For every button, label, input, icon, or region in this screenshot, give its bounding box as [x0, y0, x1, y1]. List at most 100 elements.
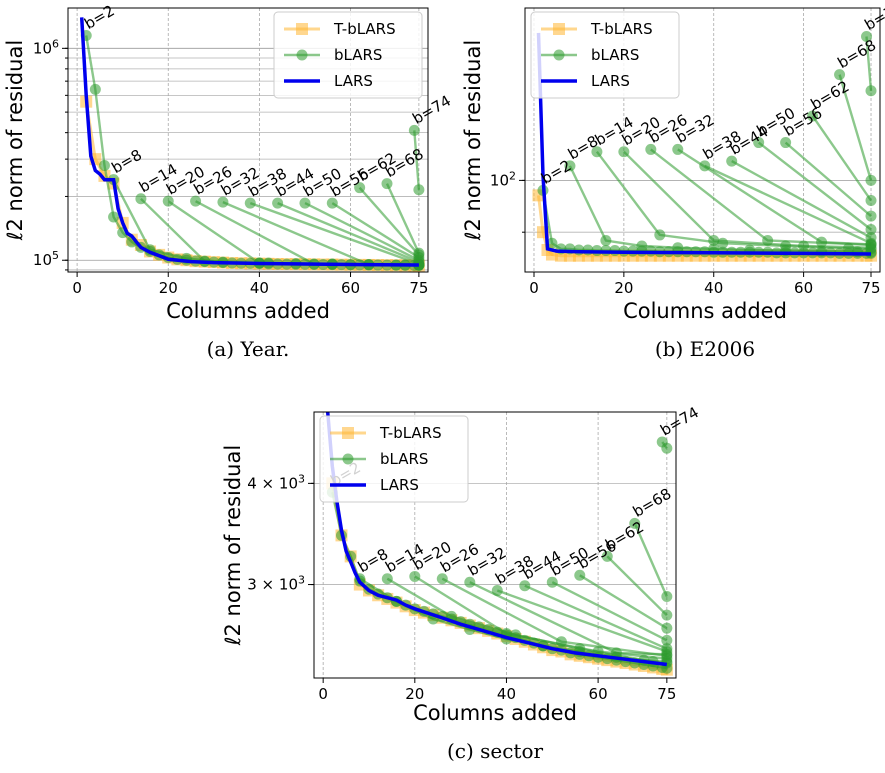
legend-entry: bLARS [380, 450, 428, 468]
blars-marker [108, 211, 120, 223]
blars-marker [299, 197, 311, 209]
tick-label-x: 0 [72, 279, 82, 297]
blars-marker [865, 210, 877, 222]
x-axis-label: Columns added [623, 299, 787, 323]
blars-marker [574, 569, 586, 581]
blars-b-32 [672, 143, 877, 250]
lars-line [325, 412, 668, 667]
blars-marker [413, 184, 425, 196]
tick-label-x: 0 [529, 279, 539, 297]
legend-entry: T-bLARS [379, 424, 442, 442]
blars-marker [555, 636, 567, 648]
blars-marker [162, 195, 174, 207]
tick-label-x: 60 [589, 685, 608, 703]
blars-line [524, 584, 668, 650]
blars-marker [672, 143, 684, 155]
x-axis: 0 20 40 60 75 [529, 8, 881, 297]
blars-marker [629, 517, 641, 529]
blars-marker [645, 143, 657, 155]
b-label: b=74 [862, 0, 885, 34]
blars-line [731, 160, 872, 239]
legend-box [273, 11, 423, 99]
blars-marker [661, 609, 673, 621]
blars-marker [491, 584, 503, 596]
blars-marker [661, 643, 673, 655]
blars-marker [89, 83, 101, 95]
blars-marker [865, 174, 877, 186]
blars-marker [464, 576, 476, 588]
blars-line [551, 581, 668, 642]
chart-a: 0 20 40 60 75105106b=2b=8b=14b=20b=26b=32b=3… [3, 2, 454, 361]
blars-marker [661, 590, 673, 602]
tick-label-x: 75 [409, 279, 428, 297]
blars-line [623, 150, 872, 249]
blars-marker [834, 69, 846, 81]
blars-b-68 [629, 517, 673, 602]
blars-marker [861, 31, 873, 43]
legend-entry: T-bLARS [333, 20, 396, 38]
legend: T-bLARS bLARS LARS [319, 415, 469, 503]
blars-b-56 [574, 569, 673, 634]
x-axis-label: Columns added [166, 299, 330, 323]
tick-label-x: 20 [405, 685, 424, 703]
legend-marker [296, 49, 308, 61]
plot-frame [67, 7, 429, 273]
legend-box [530, 11, 680, 99]
blars-marker [600, 234, 612, 246]
plot-area [532, 31, 878, 262]
caption: (a) Year. [207, 337, 290, 361]
blars-b-50 [753, 137, 877, 235]
tick-label-x: 40 [497, 685, 516, 703]
blars-line [358, 186, 420, 256]
blars-marker [244, 197, 256, 209]
blars-line [633, 522, 668, 597]
blars-marker [780, 137, 792, 149]
blars-marker [354, 182, 366, 194]
blars-marker [381, 178, 393, 190]
b-label: b=74 [657, 403, 702, 439]
y-axis: 3 × 103 4 × 103 [247, 472, 314, 594]
blars-marker [672, 242, 684, 254]
blars-line [811, 115, 872, 202]
b-label: b=68 [630, 485, 675, 521]
blars-line [277, 201, 420, 264]
b-label: b=62 [602, 518, 647, 554]
plot-area [325, 412, 673, 676]
plot-frame [524, 7, 881, 273]
tick-label-x: 20 [614, 279, 633, 297]
blars-marker [636, 240, 648, 252]
plot-frame [313, 411, 677, 679]
legend: T-bLARS bLARS LARS [273, 11, 423, 99]
blars-marker [326, 197, 338, 209]
plot-area [79, 17, 425, 272]
blars-line [865, 36, 873, 91]
blars-marker [654, 229, 666, 241]
blars-line [784, 141, 872, 218]
y-axis-label: ℓ2 norm of residual [221, 445, 245, 646]
blars-marker [865, 232, 877, 244]
blars-b-20 [409, 570, 673, 665]
b-label: b=8 [109, 146, 145, 177]
b-label: b=68 [835, 36, 880, 72]
blars-marker [409, 570, 421, 582]
blars-line [606, 555, 668, 617]
blars-b-74 [861, 31, 877, 97]
blars-line [757, 141, 872, 231]
x-axis-label: Columns added [413, 701, 577, 725]
tick-label-y: 102 [490, 169, 516, 190]
blars-marker [546, 237, 558, 249]
blars-line [568, 165, 872, 254]
blars-marker [661, 442, 673, 454]
legend-marker [342, 453, 354, 465]
tick-label-y: 3 × 103 [247, 573, 305, 594]
blars-line [249, 201, 420, 266]
lars-line [536, 32, 872, 256]
blars-marker [591, 146, 603, 158]
blars-marker [272, 197, 284, 209]
blars-b-50 [546, 576, 673, 646]
blars-b-74 [656, 436, 673, 454]
legend-entry: T-bLARS [590, 20, 653, 38]
blars-marker [413, 247, 425, 259]
blars-b-62 [601, 550, 673, 621]
blars-line [414, 575, 667, 660]
